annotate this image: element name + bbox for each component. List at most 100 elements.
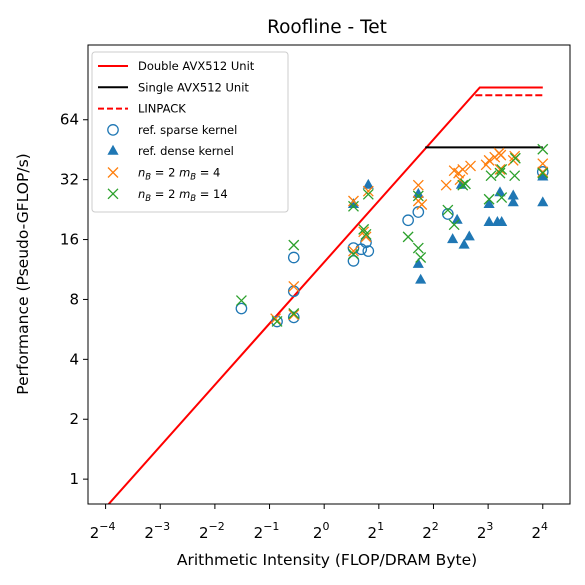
point-s1-10 bbox=[483, 198, 495, 209]
point-s3-16 bbox=[459, 178, 471, 190]
point-s2-3 bbox=[348, 245, 359, 257]
data-points bbox=[235, 143, 549, 328]
x-axis: 2−4 2−3 2−2 2−1 20 21 22 23 24 bbox=[90, 504, 548, 542]
legend-swatch bbox=[107, 167, 119, 178]
y-tick-label: 4 bbox=[69, 350, 79, 368]
point-s3-21 bbox=[496, 192, 508, 204]
legend-swatch bbox=[107, 144, 119, 155]
point-s3-14 bbox=[448, 219, 460, 231]
x-tick-label: 2−2 bbox=[199, 520, 225, 542]
y-axis: 1 2 4 8 16 32 64 bbox=[60, 111, 88, 488]
x-tick-label: 2−4 bbox=[90, 520, 116, 542]
point-s3-12 bbox=[415, 252, 427, 263]
legend: Double AVX512 Unit Single AVX512 Unit LINP… bbox=[91, 51, 289, 213]
y-axis-label: Performance (Pseudo-GFLOP/s) bbox=[14, 153, 32, 394]
point-s2-2 bbox=[288, 309, 300, 321]
point-s0-6 bbox=[347, 242, 360, 254]
y-tick-label: 2 bbox=[69, 410, 79, 428]
y-tick-label: 16 bbox=[60, 231, 79, 249]
point-s2-26 bbox=[537, 166, 549, 178]
point-s3-8 bbox=[362, 188, 374, 200]
point-s3-22 bbox=[509, 170, 521, 182]
point-s2-25 bbox=[537, 158, 549, 170]
point-s3-9 bbox=[402, 231, 414, 243]
point-s3-23 bbox=[509, 152, 521, 164]
x-tick-label: 22 bbox=[422, 520, 439, 542]
point-s1-11 bbox=[483, 216, 495, 226]
point-s0-4 bbox=[287, 251, 300, 264]
point-s0-11 bbox=[412, 206, 425, 218]
point-s2-11 bbox=[440, 179, 452, 191]
x-tick-label: 20 bbox=[313, 520, 330, 542]
y-tick-label: 32 bbox=[60, 171, 79, 189]
point-s3-1 bbox=[271, 316, 283, 327]
point-s0-9 bbox=[362, 245, 375, 257]
x-axis-label: Arithmetic Intensity (FLOP/DRAM Byte) bbox=[177, 551, 477, 569]
point-s0-10 bbox=[402, 214, 414, 227]
x-tick-label: 24 bbox=[531, 520, 548, 542]
point-s1-3 bbox=[412, 258, 424, 268]
roofline-lines bbox=[107, 86, 543, 504]
point-s3-10 bbox=[412, 190, 424, 202]
point-s2-22 bbox=[494, 164, 506, 175]
legend-label: nB = 2 mB = 14 bbox=[138, 187, 228, 204]
point-s3-15 bbox=[457, 179, 469, 191]
point-s1-4 bbox=[415, 273, 427, 284]
point-s2-10 bbox=[416, 199, 428, 210]
point-s1-18 bbox=[537, 170, 549, 181]
point-s2-16 bbox=[465, 160, 476, 172]
point-s2-15 bbox=[454, 174, 466, 186]
point-s2-7 bbox=[362, 185, 374, 197]
point-s3-2 bbox=[288, 239, 300, 251]
legend-label: nB = 2 mB = 4 bbox=[138, 166, 220, 183]
y-tick-label: 64 bbox=[60, 111, 79, 129]
chart-title: Roofline - Tet bbox=[267, 17, 387, 38]
legend-label: LINPACK bbox=[138, 102, 186, 116]
legend-label: ref. dense kernel bbox=[138, 144, 234, 158]
x-tick-label: 23 bbox=[477, 520, 494, 542]
point-s1-2 bbox=[412, 187, 424, 198]
point-s1-15 bbox=[507, 189, 519, 200]
point-s0-2 bbox=[287, 311, 300, 324]
point-s1-5 bbox=[447, 233, 459, 244]
point-s3-25 bbox=[537, 167, 549, 179]
legend-swatch bbox=[107, 124, 119, 136]
x-tick-label: 21 bbox=[368, 520, 385, 542]
point-s3-20 bbox=[496, 164, 508, 175]
point-s1-13 bbox=[496, 216, 508, 226]
point-s1-17 bbox=[537, 196, 549, 207]
legend-label: Single AVX512 Unit bbox=[138, 80, 249, 94]
point-s3-11 bbox=[412, 242, 424, 254]
point-s1-8 bbox=[463, 230, 475, 241]
x-tick-label: 2−3 bbox=[144, 520, 170, 542]
point-s3-24 bbox=[537, 143, 549, 155]
y-tick-label: 8 bbox=[69, 290, 79, 308]
point-s1-1 bbox=[362, 178, 374, 189]
point-s2-18 bbox=[483, 154, 495, 166]
point-s3-17 bbox=[483, 193, 495, 205]
point-s3-19 bbox=[494, 167, 506, 179]
point-s3-7 bbox=[360, 228, 372, 240]
point-s1-6 bbox=[451, 213, 463, 224]
point-s2-4 bbox=[348, 195, 359, 207]
legend-swatch bbox=[107, 188, 119, 200]
legend-box bbox=[91, 51, 289, 213]
legend-label: ref. sparse kernel bbox=[138, 123, 237, 137]
point-s2-0 bbox=[270, 313, 282, 325]
point-s2-8 bbox=[412, 179, 424, 191]
point-s1-16 bbox=[507, 196, 519, 207]
legend-label: Double AVX512 Unit bbox=[138, 59, 255, 73]
point-s2-6 bbox=[360, 231, 372, 243]
point-s0-1 bbox=[271, 315, 283, 328]
point-s3-0 bbox=[235, 295, 247, 306]
point-s3-3 bbox=[288, 308, 300, 319]
point-s2-1 bbox=[288, 280, 300, 292]
point-s0-5 bbox=[347, 255, 360, 267]
roofline-0 bbox=[107, 86, 543, 504]
point-s2-24 bbox=[509, 150, 521, 162]
point-s2-14 bbox=[457, 164, 469, 175]
point-s3-18 bbox=[485, 170, 497, 182]
x-tick-label: 2−1 bbox=[254, 520, 280, 542]
point-s3-13 bbox=[442, 204, 454, 216]
